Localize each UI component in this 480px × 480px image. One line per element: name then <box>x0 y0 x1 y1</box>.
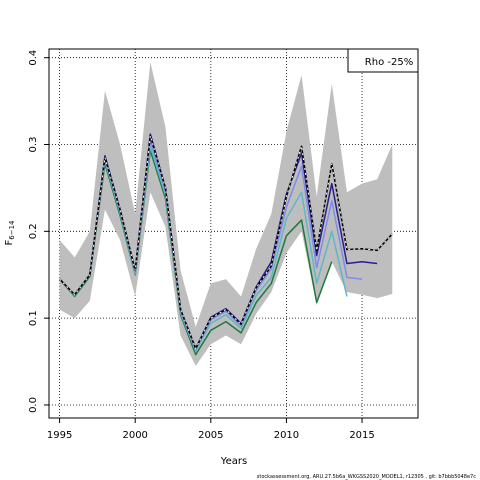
legend-box <box>347 48 419 73</box>
x-tick-label: 1995 <box>47 430 72 441</box>
series-line-dash-overlay <box>59 135 393 350</box>
x-axis-title: Years <box>220 456 247 467</box>
y-tick-label: 0.0 <box>28 397 39 413</box>
legend: Rho -25% <box>347 48 419 73</box>
confidence-band <box>59 62 393 366</box>
y-tick-label: 0.2 <box>28 223 39 239</box>
plot-frame <box>48 48 419 419</box>
y-tick-label: 0.4 <box>28 50 39 66</box>
y-axis: 0.0 0.1 0.2 0.3 0.4 <box>28 50 49 413</box>
confidence-band-area <box>59 62 393 366</box>
x-tick-label: 2005 <box>198 430 223 441</box>
x-tick-label: 2000 <box>122 430 147 441</box>
x-tick-label: 2015 <box>349 430 374 441</box>
y-axis-title-subscript: 6−14 <box>8 220 16 240</box>
legend-label: Rho -25% <box>365 57 413 68</box>
y-axis-title: F6−14 <box>4 220 16 246</box>
x-axis: 1995 2000 2005 2010 2015 <box>47 418 375 441</box>
y-axis-title-main: F <box>4 240 15 246</box>
x-tick-label: 2010 <box>274 430 299 441</box>
y-tick-label: 0.1 <box>28 310 39 326</box>
series-lines <box>59 133 393 356</box>
y-tick-label: 0.3 <box>28 137 39 153</box>
footer-note: stockassessment.org, ARU.27.5b6a_WKGSS20… <box>257 474 476 480</box>
